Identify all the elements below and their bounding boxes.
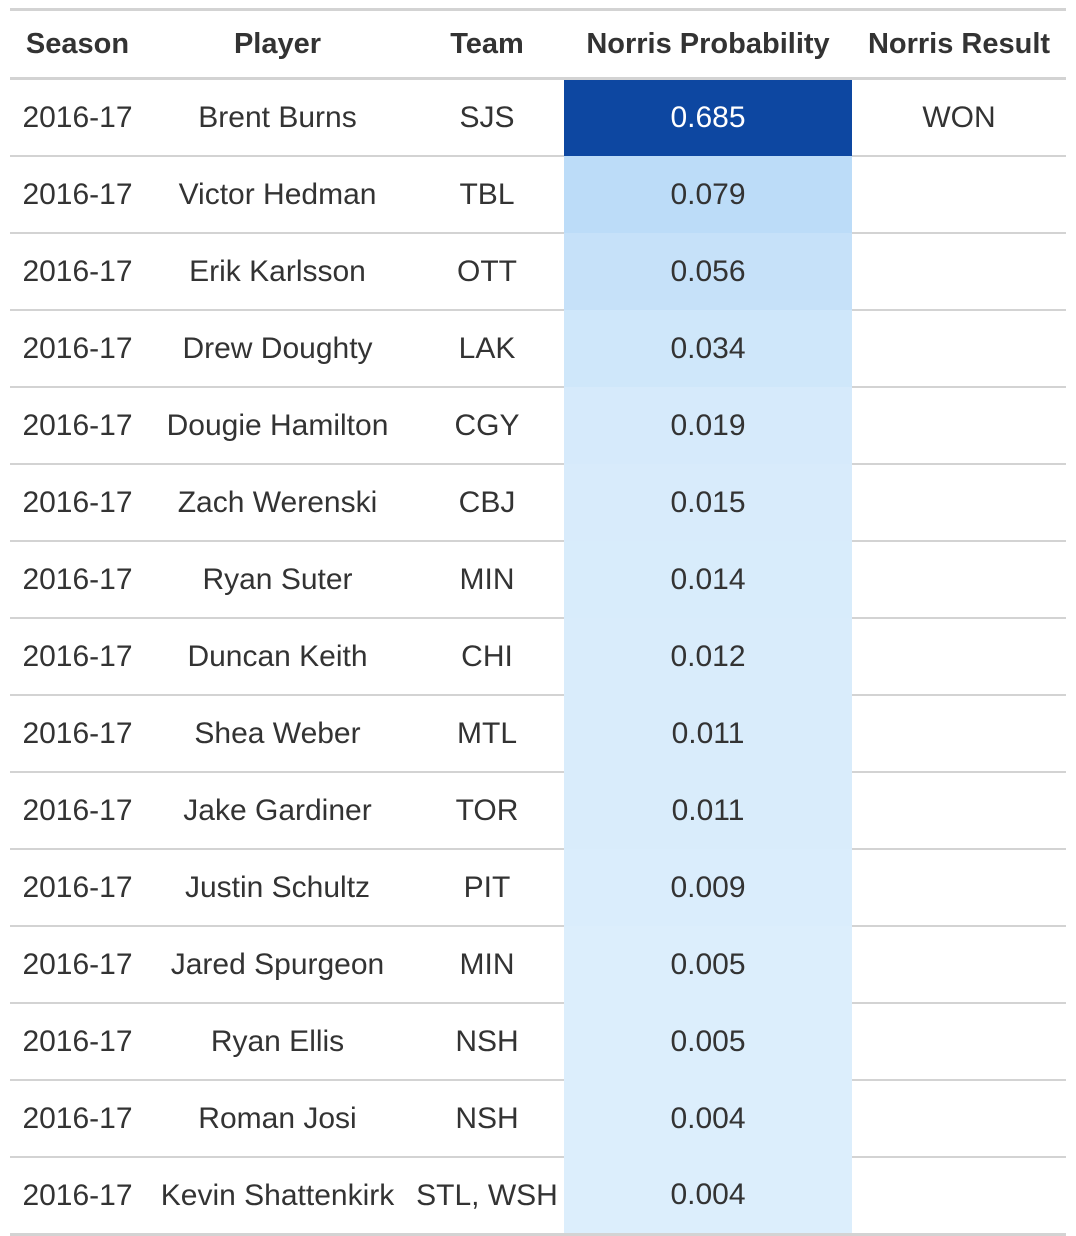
cell-season: 2016-17 bbox=[10, 849, 145, 927]
cell-player: Zach Werenski bbox=[145, 464, 410, 542]
cell-season: 2016-17 bbox=[10, 387, 145, 465]
cell-team: LAK bbox=[410, 310, 564, 388]
table-row: 2016-17 Ryan Suter MIN 0.014 bbox=[10, 541, 1066, 619]
cell-season: 2016-17 bbox=[10, 156, 145, 234]
header-probability: Norris Probability bbox=[564, 9, 852, 80]
cell-result bbox=[852, 1003, 1066, 1081]
cell-season: 2016-17 bbox=[10, 695, 145, 773]
norris-probability-table: Season Player Team Norris Probability No… bbox=[10, 8, 1066, 1236]
cell-result bbox=[852, 618, 1066, 696]
cell-result bbox=[852, 926, 1066, 1004]
cell-probability: 0.009 bbox=[564, 849, 852, 926]
table-row: 2016-17 Roman Josi NSH 0.004 bbox=[10, 1080, 1066, 1158]
cell-team: CBJ bbox=[410, 464, 564, 542]
cell-team: STL, WSH bbox=[416, 1178, 558, 1212]
table-row: 2016-17 Jake Gardiner TOR 0.011 bbox=[10, 772, 1066, 850]
cell-season: 2016-17 bbox=[10, 1080, 145, 1158]
table-row: 2016-17 Drew Doughty LAK 0.034 bbox=[10, 310, 1066, 388]
table-body: 2016-17 Brent Burns SJS 0.685 WON 2016-17 Vict… bbox=[10, 78, 1066, 1235]
cell-team: SJS bbox=[410, 78, 564, 157]
cell-season: 2016-17 bbox=[10, 78, 145, 157]
cell-probability: 0.079 bbox=[564, 156, 852, 233]
cell-probability: 0.034 bbox=[564, 310, 852, 387]
table-row: 2016-17 Jared Spurgeon MIN 0.005 bbox=[10, 926, 1066, 1004]
cell-player: Jared Spurgeon bbox=[145, 926, 410, 1004]
cell-result bbox=[852, 695, 1066, 773]
cell-probability: 0.056 bbox=[564, 233, 852, 310]
cell-player: Drew Doughty bbox=[145, 310, 410, 388]
table-row: 2016-17 Brent Burns SJS 0.685 WON bbox=[10, 78, 1066, 157]
cell-player: Duncan Keith bbox=[145, 618, 410, 696]
cell-player: Ryan Suter bbox=[145, 541, 410, 619]
table-row: 2016-17 Dougie Hamilton CGY 0.019 bbox=[10, 387, 1066, 465]
cell-result: WON bbox=[852, 78, 1066, 157]
cell-player: Roman Josi bbox=[145, 1080, 410, 1158]
cell-result bbox=[852, 1157, 1066, 1235]
cell-result bbox=[852, 541, 1066, 619]
cell-team: NSH bbox=[410, 1003, 564, 1081]
table-row: 2016-17 Justin Schultz PIT 0.009 bbox=[10, 849, 1066, 927]
cell-season: 2016-17 bbox=[10, 464, 145, 542]
cell-result bbox=[852, 1080, 1066, 1158]
cell-team: TOR bbox=[410, 772, 564, 850]
table-row: 2016-17 Zach Werenski CBJ 0.015 bbox=[10, 464, 1066, 542]
cell-team: MTL bbox=[410, 695, 564, 773]
table-row: 2016-17 Kevin Shattenkirk STL, WSH 0.004 bbox=[10, 1157, 1066, 1235]
cell-season: 2016-17 bbox=[10, 233, 145, 311]
cell-probability: 0.014 bbox=[564, 541, 852, 618]
table-row: 2016-17 Erik Karlsson OTT 0.056 bbox=[10, 233, 1066, 311]
table-row: 2016-17 Duncan Keith CHI 0.012 bbox=[10, 618, 1066, 696]
norris-table-container: Season Player Team Norris Probability No… bbox=[10, 8, 1066, 1236]
cell-team: CGY bbox=[410, 387, 564, 465]
cell-result bbox=[852, 387, 1066, 465]
cell-probability: 0.011 bbox=[564, 695, 852, 772]
cell-result bbox=[852, 310, 1066, 388]
cell-team: PIT bbox=[410, 849, 564, 927]
cell-probability: 0.019 bbox=[564, 387, 852, 464]
cell-probability: 0.011 bbox=[564, 772, 852, 849]
table-row: 2016-17 Ryan Ellis NSH 0.005 bbox=[10, 1003, 1066, 1081]
cell-probability: 0.012 bbox=[564, 618, 852, 695]
cell-result bbox=[852, 156, 1066, 234]
header-season: Season bbox=[10, 9, 145, 80]
header-row: Season Player Team Norris Probability No… bbox=[10, 9, 1066, 80]
cell-player: Victor Hedman bbox=[145, 156, 410, 234]
header-result: Norris Result bbox=[852, 9, 1066, 80]
cell-player: Ryan Ellis bbox=[145, 1003, 410, 1081]
cell-player: Kevin Shattenkirk bbox=[160, 1178, 395, 1212]
cell-team: NSH bbox=[410, 1080, 564, 1158]
cell-season: 2016-17 bbox=[10, 310, 145, 388]
cell-team: CHI bbox=[410, 618, 564, 696]
cell-season: 2016-17 bbox=[10, 926, 145, 1004]
cell-season: 2016-17 bbox=[22, 1178, 133, 1212]
cell-player: Dougie Hamilton bbox=[145, 387, 410, 465]
cell-player: Justin Schultz bbox=[145, 849, 410, 927]
cell-probability: 0.005 bbox=[564, 926, 852, 1003]
cell-team: OTT bbox=[410, 233, 564, 311]
table-row: 2016-17 Victor Hedman TBL 0.079 bbox=[10, 156, 1066, 234]
cell-probability: 0.685 bbox=[564, 78, 852, 156]
cell-player: Shea Weber bbox=[145, 695, 410, 773]
cell-result bbox=[852, 849, 1066, 927]
cell-season: 2016-17 bbox=[10, 618, 145, 696]
cell-team: TBL bbox=[410, 156, 564, 234]
table-row: 2016-17 Shea Weber MTL 0.011 bbox=[10, 695, 1066, 773]
cell-probability: 0.004 bbox=[564, 1080, 852, 1157]
cell-team: MIN bbox=[410, 926, 564, 1004]
cell-probability: 0.015 bbox=[564, 464, 852, 541]
cell-season: 2016-17 bbox=[10, 541, 145, 619]
cell-season: 2016-17 bbox=[10, 1003, 145, 1081]
cell-result bbox=[852, 772, 1066, 850]
cell-season: 2016-17 bbox=[10, 772, 145, 850]
cell-player: Brent Burns bbox=[145, 78, 410, 157]
cell-result bbox=[852, 233, 1066, 311]
cell-player: Jake Gardiner bbox=[145, 772, 410, 850]
header-team: Team bbox=[410, 9, 564, 80]
cell-probability: 0.004 bbox=[564, 1157, 852, 1235]
cell-team: MIN bbox=[410, 541, 564, 619]
cell-result bbox=[852, 464, 1066, 542]
cell-probability: 0.005 bbox=[564, 1003, 852, 1080]
header-player: Player bbox=[145, 9, 410, 80]
cell-player: Erik Karlsson bbox=[145, 233, 410, 311]
